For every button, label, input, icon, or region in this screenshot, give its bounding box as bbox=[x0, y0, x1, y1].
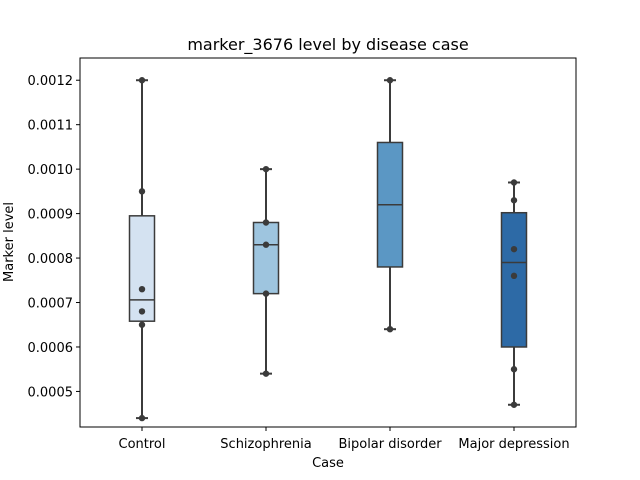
y-axis-label: Marker level bbox=[2, 202, 17, 282]
data-point bbox=[262, 241, 270, 248]
x-tick-label: Bipolar disorder bbox=[338, 437, 442, 452]
box-iqr bbox=[128, 215, 156, 322]
box-group bbox=[376, 77, 404, 333]
data-point bbox=[138, 321, 146, 328]
y-axis: 0.0005 0.0006 0.0007 0.0008 0.0009 0.0010 0.00… bbox=[28, 74, 80, 400]
box-group bbox=[128, 77, 156, 422]
data-point bbox=[138, 285, 146, 293]
x-tick-label: Schizophrenia bbox=[220, 437, 311, 452]
x-axis: Control Schizophrenia Bipolar disorder Majo… bbox=[119, 427, 570, 452]
box-iqr bbox=[500, 211, 528, 348]
plot-area bbox=[128, 77, 528, 422]
chart-title: marker_3676 level by disease case bbox=[187, 35, 468, 55]
x-tick-label: Major depression bbox=[458, 437, 569, 452]
y-tick-label: 0.0012 bbox=[28, 74, 74, 89]
data-point bbox=[138, 188, 146, 195]
y-tick-label: 0.0005 bbox=[28, 385, 74, 400]
y-tick-label: 0.0007 bbox=[28, 297, 74, 312]
y-tick-label: 0.0009 bbox=[28, 208, 74, 223]
data-point bbox=[262, 219, 270, 226]
x-axis-label: Case bbox=[312, 456, 344, 471]
box-group bbox=[500, 179, 528, 408]
x-tick-label: Control bbox=[119, 437, 166, 452]
box-iqr bbox=[252, 221, 280, 295]
y-tick-label: 0.0010 bbox=[28, 163, 74, 178]
data-point bbox=[262, 370, 270, 377]
data-point bbox=[262, 290, 270, 297]
data-point bbox=[386, 77, 394, 84]
data-point bbox=[510, 197, 518, 204]
box-group bbox=[252, 165, 280, 377]
y-tick-label: 0.0006 bbox=[28, 341, 74, 356]
data-point bbox=[386, 325, 394, 333]
plot-frame bbox=[79, 57, 577, 428]
data-point bbox=[138, 77, 146, 84]
data-point bbox=[138, 308, 146, 315]
data-point bbox=[510, 272, 518, 280]
data-point bbox=[138, 414, 146, 422]
y-tick-label: 0.0008 bbox=[28, 252, 74, 267]
data-point bbox=[510, 401, 518, 408]
data-point bbox=[510, 179, 518, 186]
data-point bbox=[262, 165, 270, 173]
y-tick-label: 0.0011 bbox=[28, 119, 74, 134]
data-point bbox=[510, 245, 518, 253]
data-point bbox=[510, 366, 518, 373]
